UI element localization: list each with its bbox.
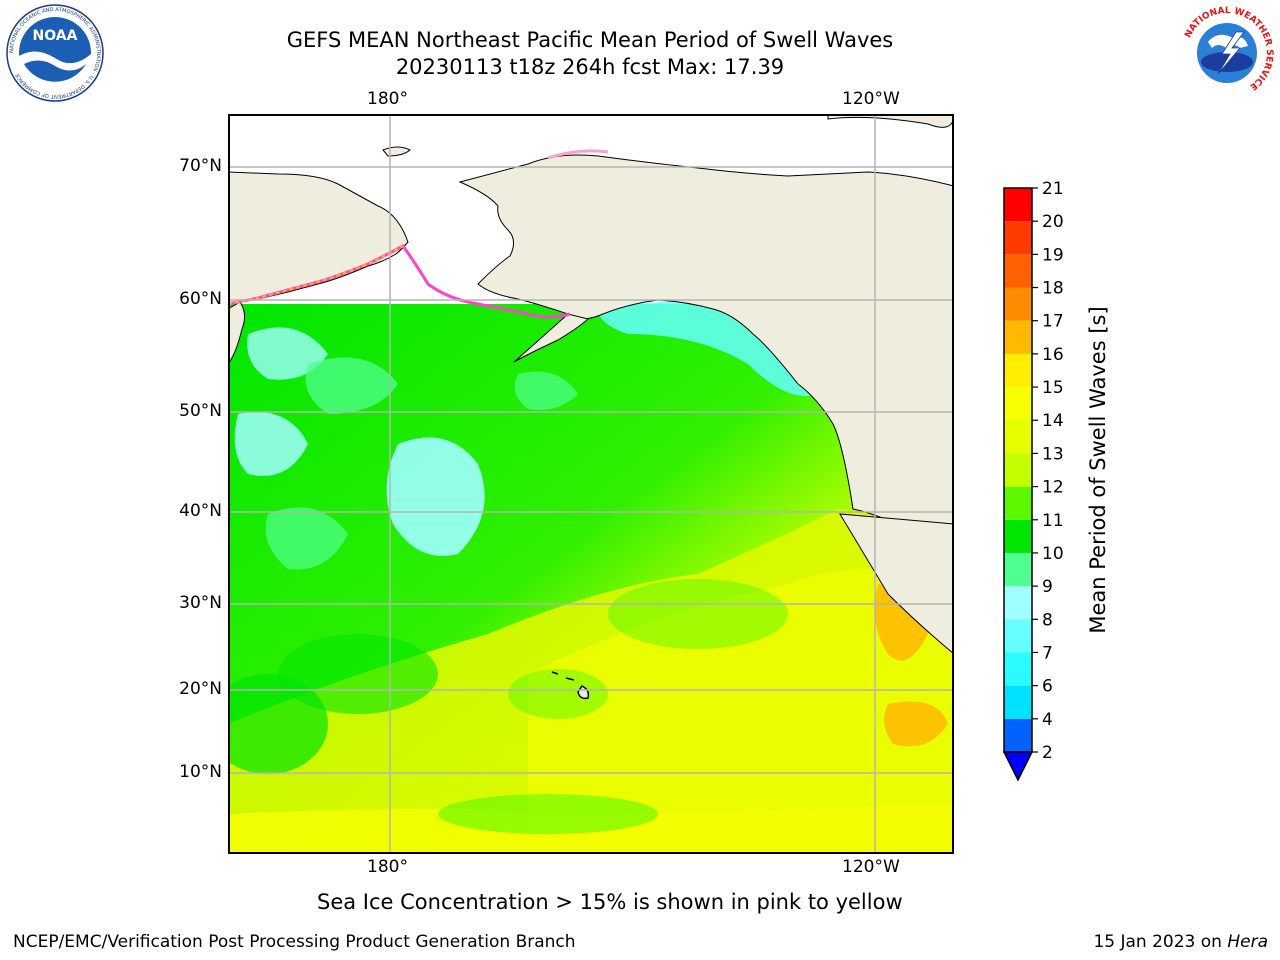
map-frame xyxy=(228,114,954,854)
colorbar-block-12-13 xyxy=(1004,453,1032,487)
cyan-zone-west xyxy=(234,412,308,476)
lat-label-10n: 10°N xyxy=(179,762,222,782)
noaa-logo-text: NOAA xyxy=(33,28,78,44)
lon-label-top-120w: 120°W xyxy=(842,89,900,109)
colorbar-block-13-14 xyxy=(1004,420,1032,454)
lat-label-70n: 70°N xyxy=(179,156,222,176)
colorbar-block-8-9 xyxy=(1004,586,1032,620)
colorbar-block-7-8 xyxy=(1004,619,1032,653)
swell-period-map xyxy=(228,114,954,854)
colorbar-label-11: 11 xyxy=(1042,511,1064,531)
yellow-swell-zone xyxy=(528,569,954,854)
sea-ice-note: Sea Ice Concentration > 15% is shown in … xyxy=(317,890,903,914)
footer-date: 15 Jan 2023 on xyxy=(1093,932,1228,952)
colorbar-label-17: 17 xyxy=(1042,312,1064,332)
lat-label-30n: 30°N xyxy=(179,593,222,613)
footer-left: NCEP/EMC/Verification Post Processing Pr… xyxy=(13,932,576,952)
colorbar-block-6-7 xyxy=(1004,652,1032,686)
colorbar-block-15-16 xyxy=(1004,353,1032,388)
land-russia xyxy=(228,171,409,305)
colorbar-block-17-18 xyxy=(1004,287,1032,321)
footer-right: 15 Jan 2023 on Hera xyxy=(1093,932,1268,952)
land-us-coast xyxy=(839,513,954,655)
footer-host: Hera xyxy=(1227,932,1268,952)
orange-patch-1 xyxy=(874,584,928,661)
colorbar-block-14-15 xyxy=(1004,387,1032,421)
chart-title: GEFS MEAN Northeast Pacific Mean Period … xyxy=(286,28,894,52)
colorbar-label-21: 21 xyxy=(1042,180,1064,199)
orange-patch-2 xyxy=(884,701,948,747)
lat-label-20n: 20°N xyxy=(179,679,222,699)
colorbar-label-7: 7 xyxy=(1042,643,1053,663)
colorbar-label-10: 10 xyxy=(1042,544,1064,564)
colorbar-label-18: 18 xyxy=(1042,279,1064,299)
lon-label-top-180: 180° xyxy=(367,89,408,109)
colorbar-block-11-12 xyxy=(1004,486,1032,520)
colorbar: 2 4 6 7 8 9 10 11 12 13 14 15 16 17 18 19 20 21 xyxy=(1002,180,1064,782)
colorbar-label-4: 4 xyxy=(1042,710,1053,730)
chart-subtitle: 20230113 t18z 264h fcst Max: 17.39 xyxy=(395,55,785,79)
sea-ice-edge-orange xyxy=(228,245,404,305)
colorbar-label-15: 15 xyxy=(1042,378,1064,398)
colorbar-label-6: 6 xyxy=(1042,677,1053,697)
colorbar-block-4-6 xyxy=(1004,685,1032,719)
colorbar-block-18-19 xyxy=(1004,254,1032,288)
colorbar-label-12: 12 xyxy=(1042,478,1064,498)
land-north-america xyxy=(458,154,954,535)
lon-label-bottom-180: 180° xyxy=(367,857,408,877)
colorbar-block-19-20 xyxy=(1004,221,1032,255)
colorbar-label-8: 8 xyxy=(1042,610,1053,630)
lat-label-40n: 40°N xyxy=(179,501,222,521)
colorbar-block-16-17 xyxy=(1004,320,1032,354)
lon-label-bottom-120w: 120°W xyxy=(842,857,900,877)
colorbar-title: Mean Period of Swell Waves [s] xyxy=(1086,306,1110,634)
nws-logo: NATIONAL WEATHER SERVICE xyxy=(1180,6,1274,100)
colorbar-label-20: 20 xyxy=(1042,212,1064,232)
lat-label-60n: 60°N xyxy=(179,289,222,309)
colorbar-under-triangle xyxy=(1002,751,1034,782)
colorbar-label-16: 16 xyxy=(1042,345,1064,365)
colorbar-frame xyxy=(1003,187,1033,753)
cyan-zone-central xyxy=(386,437,485,556)
map-gridlines xyxy=(228,114,954,854)
colorbar-block-9-10 xyxy=(1004,552,1032,587)
colorbar-block-2-4 xyxy=(1004,718,1032,752)
colorbar-block-20-21 xyxy=(1004,188,1032,222)
colorbar-label-9: 9 xyxy=(1042,577,1053,597)
hawaii-islands xyxy=(551,671,590,700)
colorbar-label-14: 14 xyxy=(1042,411,1064,431)
colorbar-label-2: 2 xyxy=(1042,743,1053,763)
sea-ice-arctic-coast xyxy=(547,149,609,160)
colorbar-label-13: 13 xyxy=(1042,444,1064,464)
lat-label-50n: 50°N xyxy=(179,401,222,421)
colorbar-block-10-11 xyxy=(1004,519,1032,553)
noaa-logo: NATIONAL OCEANIC AND ATMOSPHERIC ADMINIS… xyxy=(6,4,104,102)
colorbar-label-19: 19 xyxy=(1042,245,1064,265)
land-alaska-peninsula xyxy=(513,313,590,363)
land-kamchatka xyxy=(228,301,246,365)
